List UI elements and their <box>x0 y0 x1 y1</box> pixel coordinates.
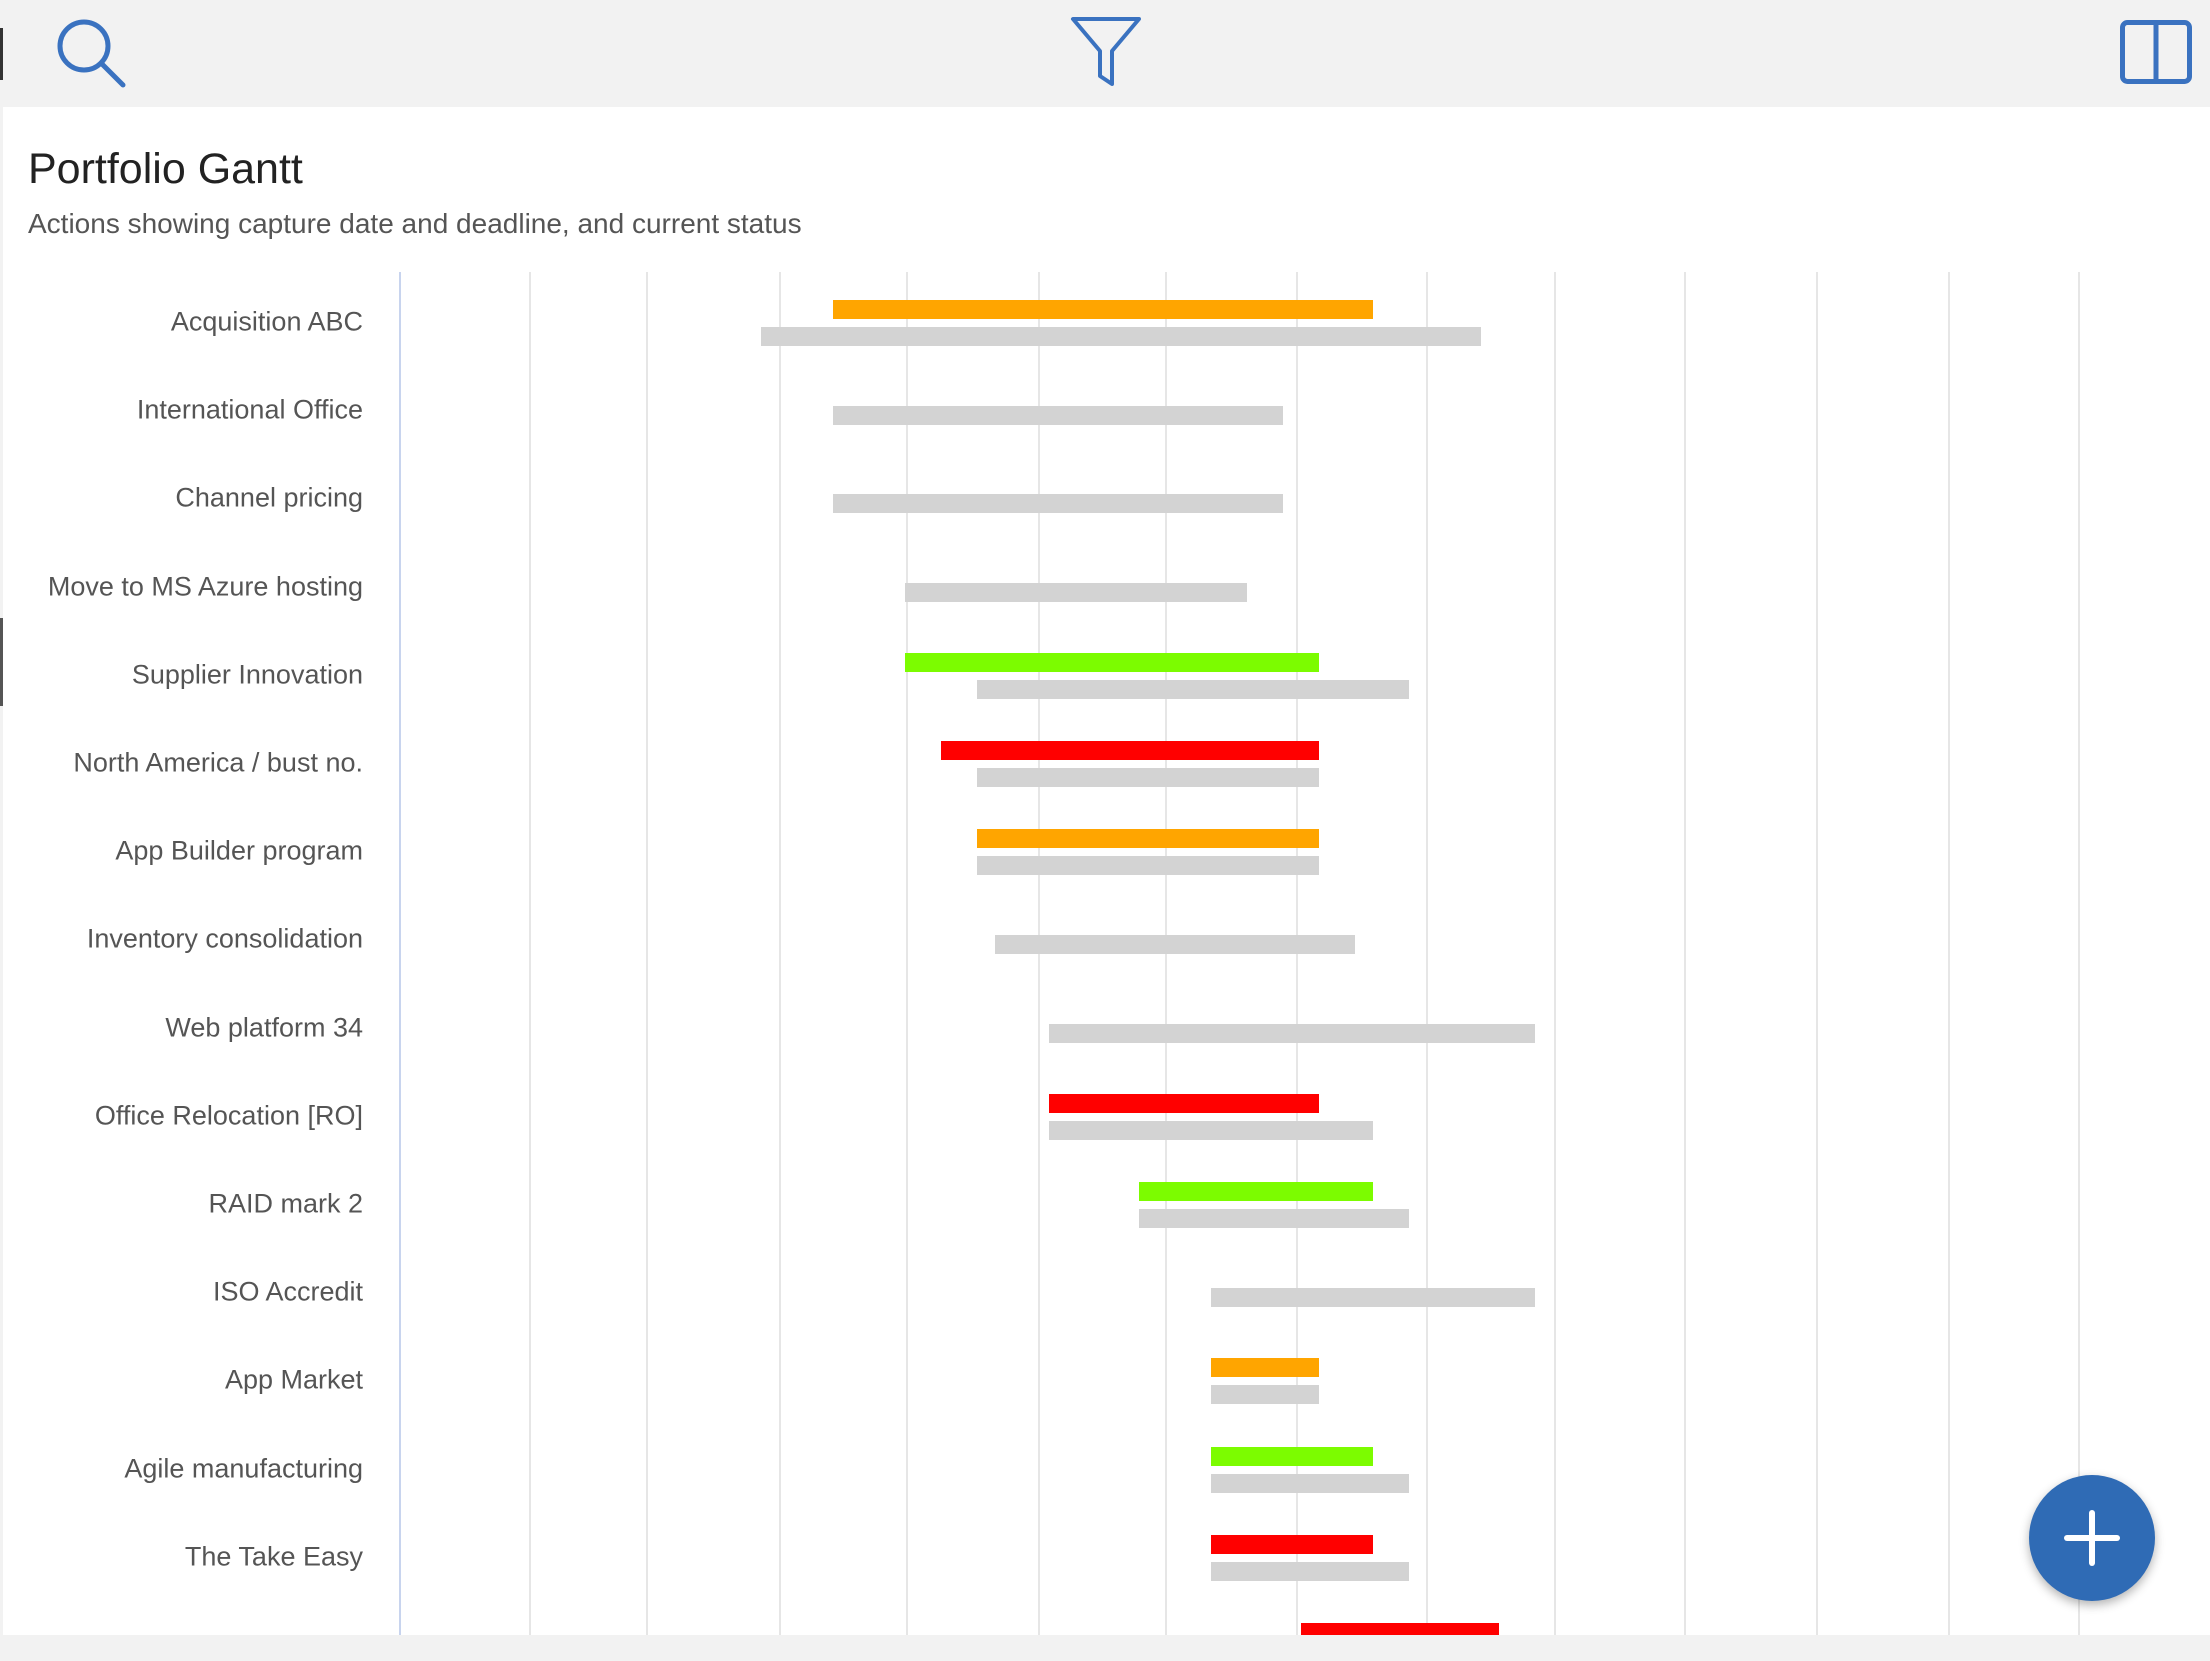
planned-bar[interactable] <box>1211 1561 1409 1581</box>
page-subtitle: Actions showing capture date and deadlin… <box>28 208 802 239</box>
row-label: Office Relocation [RO] <box>94 1100 363 1131</box>
layout-toggle-button[interactable] <box>2120 20 2192 84</box>
grid-line <box>646 272 648 1635</box>
row-label: The Take Easy <box>184 1541 363 1572</box>
row-label: App Market <box>224 1364 363 1395</box>
row-label: App Builder program <box>115 835 363 866</box>
row-label: North America / bust no. <box>73 747 363 778</box>
add-button[interactable] <box>2029 1475 2155 1601</box>
search-icon <box>57 19 126 88</box>
status-bar-red[interactable] <box>1301 1623 1499 1635</box>
split-view-icon <box>2120 20 2192 84</box>
planned-bar[interactable] <box>1211 1288 1535 1308</box>
row-label: Move to MS Azure hosting <box>47 571 363 602</box>
gantt-axis-line <box>399 272 401 1635</box>
planned-bar[interactable] <box>977 768 1319 787</box>
grid-line <box>529 272 531 1635</box>
status-bar-red[interactable] <box>1211 1534 1373 1554</box>
row-label: ISO Accredit <box>212 1276 363 1307</box>
row-label: International Office <box>136 394 363 425</box>
drawer-handle[interactable] <box>0 28 3 80</box>
grid-line <box>2078 272 2080 1635</box>
planned-bar[interactable] <box>1211 1473 1409 1493</box>
row-label: Acquisition ABC <box>170 306 363 337</box>
grid-line <box>779 272 781 1635</box>
planned-bar[interactable] <box>977 856 1319 876</box>
planned-bar[interactable] <box>1211 1385 1319 1405</box>
planned-bar[interactable] <box>761 327 1481 346</box>
row-label: Inventory consolidation <box>86 923 363 954</box>
gantt-card: Portfolio Gantt Actions showing capture … <box>3 107 2210 1635</box>
planned-bar[interactable] <box>833 406 1283 426</box>
status-bar-green[interactable] <box>1211 1446 1373 1466</box>
status-bar-amber[interactable] <box>977 829 1319 849</box>
planned-bar[interactable] <box>905 582 1247 602</box>
row-label: Channel pricing <box>175 482 363 513</box>
row-label: Web platform 34 <box>165 1012 363 1043</box>
grid-line <box>1554 272 1556 1635</box>
grid-line <box>1426 272 1428 1635</box>
status-bar-green[interactable] <box>1139 1182 1373 1201</box>
status-bar-amber[interactable] <box>833 300 1373 319</box>
planned-bar[interactable] <box>977 679 1409 699</box>
bottom-bar <box>0 1635 2210 1661</box>
planned-bar[interactable] <box>995 935 1355 955</box>
grid-line <box>1948 272 1950 1635</box>
grid-line <box>1816 272 1818 1635</box>
status-bar-green[interactable] <box>905 652 1319 672</box>
filter-button[interactable] <box>1070 16 1142 88</box>
planned-bar[interactable] <box>1049 1120 1373 1140</box>
status-bar-red[interactable] <box>941 741 1319 760</box>
row-label: Supplier Innovation <box>131 659 363 690</box>
status-bar-red[interactable] <box>1049 1093 1319 1113</box>
row-label: Agile manufacturing <box>124 1453 363 1484</box>
search-button[interactable] <box>54 16 128 90</box>
planned-bar[interactable] <box>1139 1209 1409 1228</box>
top-toolbar <box>0 0 2210 107</box>
row-label: RAID mark 2 <box>208 1188 363 1219</box>
status-bar-amber[interactable] <box>1211 1358 1319 1378</box>
planned-bar[interactable] <box>1049 1023 1535 1043</box>
grid-line <box>1684 272 1686 1635</box>
planned-bar[interactable] <box>833 494 1283 514</box>
filter-icon <box>1071 17 1141 86</box>
page-title: Portfolio Gantt <box>28 145 303 193</box>
grid-line <box>906 272 908 1635</box>
plus-icon <box>2064 1510 2120 1566</box>
scroll-handle[interactable] <box>0 618 3 706</box>
